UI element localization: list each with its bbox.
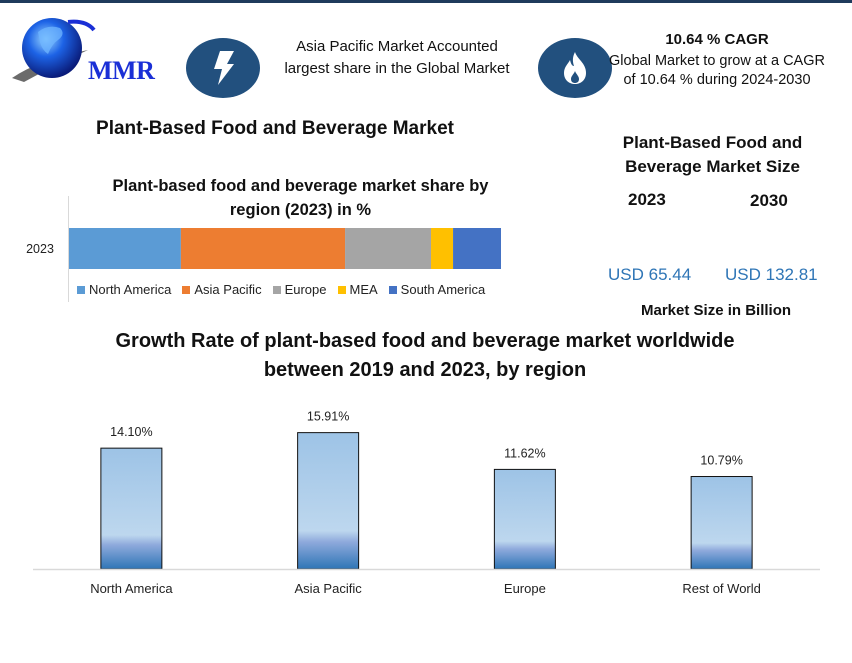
legend-swatch [272,285,281,294]
share-segment-south-america [453,228,501,269]
growth-category-label: North America [90,581,173,596]
market-size-title: Plant-Based Food and Beverage Market Siz… [622,133,803,176]
share-segment-asia-pacific [180,228,346,269]
cagr-description: Global Market to grow at a CAGR of 10.64… [609,53,825,88]
growth-bar [690,476,753,570]
growth-chart-title: Growth Rate of plant-based food and beve… [115,330,735,381]
legend-label: Asia Pacific [194,282,262,297]
growth-chart: 14.10% North America 15.91% Asia Pacific 11.… [33,410,820,596]
globe-icon [12,18,96,82]
mmr-logo: MMR [8,10,168,92]
growth-category-label: Europe [504,581,546,596]
legend-swatch [182,285,191,294]
main-title: Plant-Based Food and Beverage Market [96,118,454,139]
year-2030: 2030 [750,191,788,210]
legend-swatch [388,285,397,294]
flame-icon [538,38,612,98]
legend-label: South America [400,282,486,297]
legend-item: North America [77,282,171,297]
cagr-title: 10.64 % CAGR [665,31,769,48]
legend-item: MEA [337,282,378,297]
market-size-2030: USD 132.81 [725,265,818,284]
growth-data-label: 14.10% [110,425,152,439]
share-segment-europe [345,228,432,269]
growth-bar [297,432,360,570]
legend-item: Asia Pacific [182,282,262,297]
growth-bar [493,468,556,570]
market-size-unit-label: Market Size in Billion [641,302,792,319]
market-size-2023: USD 65.44 [608,265,692,284]
legend-item: Europe [272,282,327,297]
growth-data-label: 11.62% [504,446,545,460]
growth-data-label: 15.91% [307,410,349,424]
legend-label: Europe [284,282,327,297]
legend-swatch [77,285,85,294]
share-category-label: 2023 [26,242,54,256]
legend-swatch [337,285,346,294]
growth-category-label: Asia Pacific [295,581,363,596]
share-segment-mea [431,228,454,269]
growth-category-label: Rest of World [682,581,761,596]
share-chart: 2023 [26,196,501,302]
growth-bar [100,447,163,570]
growth-data-label: 10.79% [700,454,742,468]
share-chart-title: Plant-based food and beverage market sha… [112,177,489,219]
lightning-bolt-icon [186,38,260,98]
share-legend: North America Asia Pacific Europe MEA South … [77,282,485,297]
share-segment-north-america [69,228,181,269]
logo-text: MMR [88,56,155,85]
legend-label: North America [89,282,172,297]
asia-pacific-highlight-text: Asia Pacific Market Accounted largest sh… [284,38,510,77]
legend-label: MEA [349,282,378,297]
top-border [0,0,852,3]
year-2023: 2023 [628,190,666,209]
legend-item: South America [388,282,486,297]
